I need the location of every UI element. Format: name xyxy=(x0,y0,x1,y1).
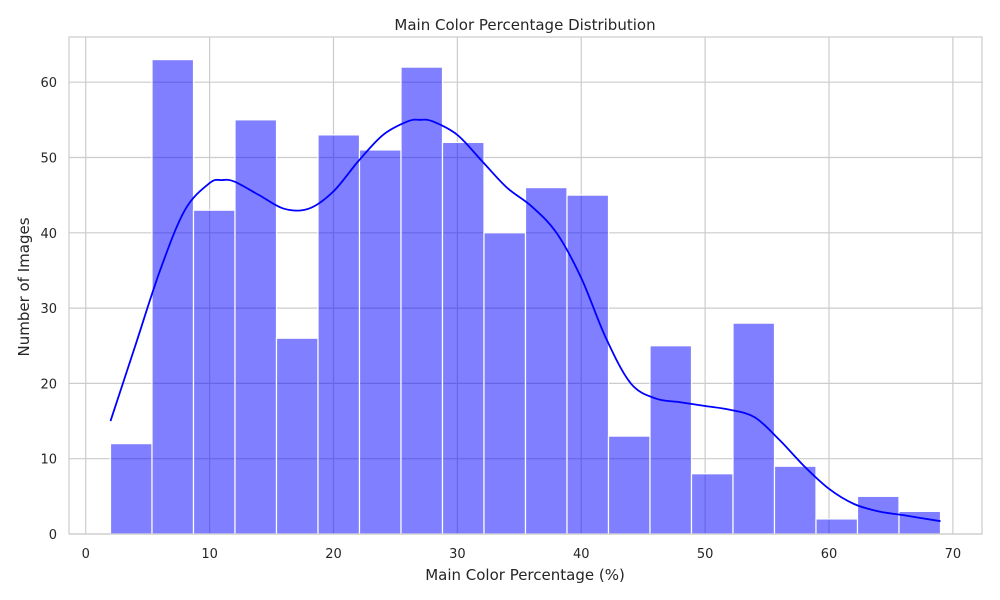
histogram-bar xyxy=(109,443,153,535)
histogram-bar xyxy=(151,58,195,535)
x-tick-label: 30 xyxy=(449,547,466,562)
x-tick-label: 40 xyxy=(573,547,590,562)
x-tick-labels: 0 10 20 30 40 50 60 70 xyxy=(82,547,962,562)
x-tick-label: 20 xyxy=(325,547,342,562)
histogram-bar xyxy=(690,473,734,535)
y-tick-label: 10 xyxy=(40,453,57,468)
y-tick-label: 20 xyxy=(40,377,57,392)
histogram-bars xyxy=(109,58,942,535)
histogram-bar xyxy=(815,518,859,535)
histogram-bar xyxy=(275,337,319,535)
y-tick-label: 30 xyxy=(40,302,57,317)
histogram-bar xyxy=(566,194,610,535)
y-tick-label: 40 xyxy=(40,227,57,242)
histogram-bar xyxy=(524,187,568,535)
plot-frame xyxy=(68,36,983,535)
histogram-bar xyxy=(400,66,444,535)
histogram-bar xyxy=(856,495,900,535)
histogram-bar xyxy=(234,119,278,535)
histogram-bar xyxy=(317,134,361,535)
y-tick-label: 60 xyxy=(40,76,57,91)
histogram-bar xyxy=(607,435,651,535)
x-tick-label: 50 xyxy=(697,547,714,562)
x-tick-label: 60 xyxy=(821,547,838,562)
chart-title: Main Color Percentage Distribution xyxy=(394,16,655,34)
x-tick-label: 70 xyxy=(945,547,962,562)
histogram-bar xyxy=(649,345,693,535)
histogram-bar xyxy=(441,141,485,535)
y-tick-labels: 0 10 20 30 40 50 60 xyxy=(40,76,57,543)
x-tick-label: 0 xyxy=(82,547,90,562)
histogram-bar xyxy=(773,465,817,535)
y-tick-label: 50 xyxy=(40,151,57,166)
y-axis-label: Number of Images xyxy=(15,217,33,356)
histogram-bar xyxy=(192,209,236,535)
x-axis-label: Main Color Percentage (%) xyxy=(425,566,625,584)
y-tick-label: 0 xyxy=(49,528,57,543)
histogram-bar xyxy=(358,149,402,535)
x-tick-label: 10 xyxy=(201,547,218,562)
histogram-bar xyxy=(483,232,527,535)
kde-density-line xyxy=(109,118,941,523)
